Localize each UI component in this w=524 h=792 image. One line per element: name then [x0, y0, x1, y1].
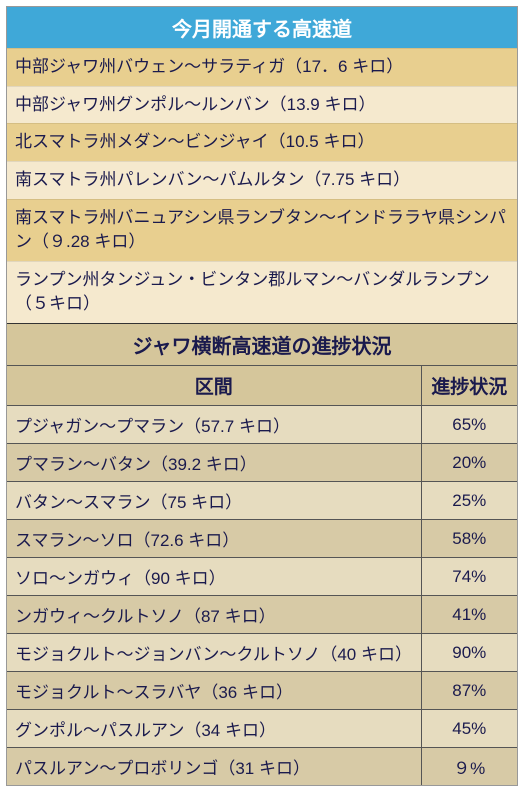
table-row: スマラン～ソロ（72.6 キロ）58% [7, 520, 517, 558]
highway-opening-row: ランプン州タンジュン・ビンタン郡ルマン～バンダルランプン（５キロ） [7, 261, 517, 323]
table-row: プマラン～バタン（39.2 キロ）20% [7, 444, 517, 482]
cell-progress: 90% [421, 634, 517, 672]
cell-progress: 41% [421, 596, 517, 634]
section1-list: 中部ジャワ州バウェン～サラティガ（17．6 キロ）中部ジャワ州グンポル～ルンバン… [7, 48, 517, 323]
table-row: モジョクルト～ジョンバン～クルトソノ（40 キロ）90% [7, 634, 517, 672]
highway-opening-row: 中部ジャワ州グンポル～ルンバン（13.9 キロ） [7, 86, 517, 124]
section2-title: ジャワ横断高速道の進捗状況 [7, 323, 517, 365]
cell-section: バタン～スマラン（75 キロ） [7, 482, 421, 520]
cell-section: ンガウィ～クルトソノ（87 キロ） [7, 596, 421, 634]
cell-progress: ９% [421, 748, 517, 786]
cell-section: グンポル～パスルアン（34 キロ） [7, 710, 421, 748]
cell-section: モジョクルト～ジョンバン～クルトソノ（40 キロ） [7, 634, 421, 672]
cell-section: スマラン～ソロ（72.6 キロ） [7, 520, 421, 558]
cell-progress: 20% [421, 444, 517, 482]
table-row: グンポル～パスルアン（34 キロ）45% [7, 710, 517, 748]
table-row: バタン～スマラン（75 キロ）25% [7, 482, 517, 520]
table-row: パスルアン～プロボリンゴ（31 キロ）９% [7, 748, 517, 786]
cell-progress: 25% [421, 482, 517, 520]
col-header-section: 区間 [7, 366, 421, 406]
col-header-progress: 進捗状況 [421, 366, 517, 406]
tables-container: 今月開通する高速道 中部ジャワ州バウェン～サラティガ（17．6 キロ）中部ジャワ… [6, 6, 518, 786]
cell-progress: 74% [421, 558, 517, 596]
table-row: ソロ～ンガウィ（90 キロ）74% [7, 558, 517, 596]
section1-title: 今月開通する高速道 [7, 7, 517, 48]
cell-section: ソロ～ンガウィ（90 キロ） [7, 558, 421, 596]
table-row: モジョクルト～スラバヤ（36 キロ）87% [7, 672, 517, 710]
cell-section: モジョクルト～スラバヤ（36 キロ） [7, 672, 421, 710]
cell-progress: 58% [421, 520, 517, 558]
progress-table: 区間 進捗状況 プジャガン～プマラン（57.7 キロ）65%プマラン～バタン（3… [7, 365, 517, 785]
highway-opening-row: 中部ジャワ州バウェン～サラティガ（17．6 キロ） [7, 48, 517, 86]
cell-section: プマラン～バタン（39.2 キロ） [7, 444, 421, 482]
table-row: プジャガン～プマラン（57.7 キロ）65% [7, 406, 517, 444]
cell-progress: 45% [421, 710, 517, 748]
cell-section: パスルアン～プロボリンゴ（31 キロ） [7, 748, 421, 786]
table-row: ンガウィ～クルトソノ（87 キロ）41% [7, 596, 517, 634]
highway-opening-row: 南スマトラ州バニュアシン県ランブタン～インドララヤ県シンパン（９.28 キロ） [7, 199, 517, 261]
cell-section: プジャガン～プマラン（57.7 キロ） [7, 406, 421, 444]
cell-progress: 87% [421, 672, 517, 710]
highway-opening-row: 北スマトラ州メダン～ビンジャイ（10.5 キロ） [7, 123, 517, 161]
cell-progress: 65% [421, 406, 517, 444]
highway-opening-row: 南スマトラ州パレンバン～パムルタン（7.75 キロ） [7, 161, 517, 199]
